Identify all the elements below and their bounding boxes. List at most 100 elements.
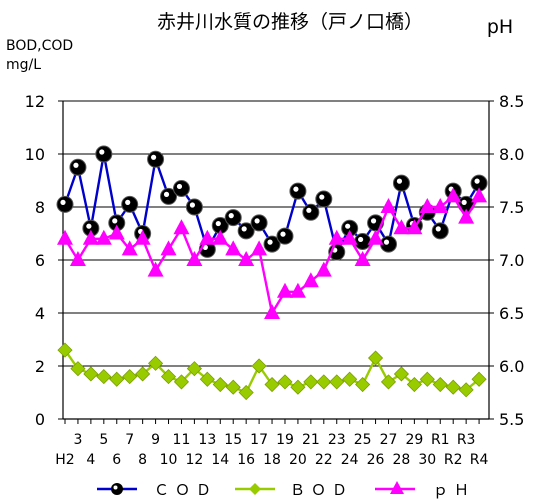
bod-diamond [432,376,448,393]
ph-point [341,229,358,245]
cod-ball [224,209,242,227]
ph-triangle [82,229,99,245]
x-tick-label: 3 [73,432,82,448]
ph-triangle [147,261,164,277]
ph-point [238,251,255,266]
cod-point [147,150,165,168]
ph-triangle [315,261,332,277]
bod-diamond [173,374,190,390]
cod-point [237,222,255,240]
cod-ball-highlight [125,199,131,205]
bod-point [419,371,435,387]
cod-point [95,145,113,163]
legend-label-bod: ＢＯＤ [290,481,353,499]
ph-triangle [186,251,203,266]
cod-ball [160,187,178,205]
cod-ball-highlight [280,231,286,237]
ph-point [57,229,73,245]
x-tick-label: 25 [354,432,372,448]
ph-point [212,229,229,245]
ph-triangle [471,187,488,203]
x-tick-label: 18 [263,452,281,468]
cod-ball-highlight [73,162,79,168]
cod-point [302,203,320,221]
cod-ball-highlight [358,236,364,243]
right-tick-label: 5.5 [499,410,524,429]
cod-ball-highlight [474,178,480,184]
x-axis-ticks: 3 5 7 9 11 13 15 17 19 21 23 25 27 29 R1 R3 H2 4 6 8 10 12 14 1… [55,419,488,468]
cod-ball-highlight [396,178,403,184]
cod-ball [69,158,87,176]
bod-diamond [186,361,202,377]
bod-diamond [225,379,241,395]
left-axis-label-line1: BOD,COD [6,38,73,54]
ph-triangle [69,251,86,266]
cod-point [121,195,139,213]
left-tick-label: 8 [35,198,45,217]
cod-point [263,235,281,253]
cod-ball-highlight [163,191,170,197]
ph-triangle [445,187,462,203]
bod-point [264,376,280,393]
right-tick-label: 6.5 [499,304,524,323]
cod-point [276,227,294,245]
cod-ball [172,179,190,197]
cod-point [392,174,410,192]
right-tick-label: 7.5 [499,198,524,217]
bod-point [225,379,241,395]
ph-point [173,219,190,235]
bod-point [122,369,138,385]
bod-diamond [238,384,254,401]
cod-ball [263,235,281,253]
bod-point [238,384,254,401]
legend-item-cod: ＣＯＤ [97,481,211,499]
bod-point [83,366,99,382]
x-tick-label: 20 [289,452,307,468]
left-tick-label: 4 [35,304,45,323]
bod-diamond [393,366,410,382]
ph-point [82,229,99,245]
bod-diamond [212,376,228,393]
bod-point [329,374,345,390]
cod-ball-highlight [176,183,183,190]
cod-ball [147,150,165,168]
bod-point [380,374,397,390]
ph-triangle [238,251,255,266]
ph-point [328,229,345,245]
right-tick-label: 7.0 [499,251,524,270]
bod-point [277,374,293,390]
x-tick-label: 11 [173,432,191,448]
ph-point [367,229,384,245]
cod-point [56,195,74,213]
bod-point [445,379,461,395]
bod-point [212,376,228,393]
ph-triangle [380,198,397,213]
ph-triangle [121,240,138,256]
cod-ball [354,232,372,250]
x-tick-label: 23 [328,432,346,448]
x-tick-label: 30 [418,452,436,468]
left-tick-label: 6 [35,251,45,270]
bod-diamond [109,371,125,387]
ph-triangle [289,282,306,298]
cod-ball [431,222,449,240]
bod-point [160,369,177,385]
x-tick-label: 13 [198,432,216,448]
bod-point [316,374,332,390]
cod-point [315,190,333,208]
gridlines [63,100,489,367]
bod-point [148,355,164,371]
cod-ball-highlight [319,194,325,200]
cod-ball-highlight [241,226,247,232]
cod-ball-highlight [435,226,441,232]
x-tick-label: 4 [86,452,95,468]
ph-triangle [225,240,242,256]
bod-diamond [96,369,112,385]
bod-diamond [355,376,371,393]
bod-point [173,374,190,390]
cod-point [160,187,178,205]
cod-ball-highlight [86,223,92,229]
cod-point [185,198,203,216]
ph-point [315,261,332,277]
